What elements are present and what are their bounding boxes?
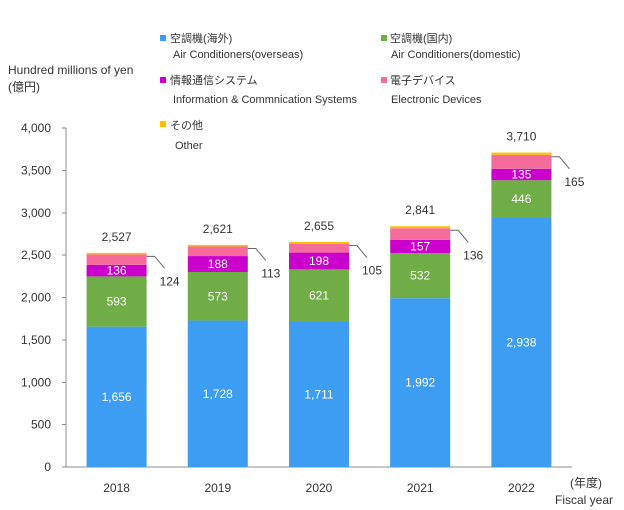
y-tick-label-500: 500 (31, 418, 51, 432)
bar-air-conditioners-overseas-2019 (187, 320, 248, 467)
bar-other-2022 (491, 152, 552, 155)
callout-leader-electronic-devices-2018 (146, 255, 165, 269)
y-tick-label-2000: 2,000 (21, 291, 51, 305)
bar-electronic-devices-2022 (491, 154, 552, 169)
data-label-information-commnication-systems-2020: 198 (309, 254, 329, 268)
y-axis-label: Hundred millions of yen (8, 63, 133, 77)
legend-item-other: その他 Other (160, 119, 203, 152)
callout-leader-electronic-devices-2019 (247, 247, 267, 261)
y-axis-unit: (億円) (8, 80, 40, 94)
bar-air-conditioners-domestic-2018 (86, 276, 147, 327)
legend-item-electronic-devices: 電子デバイス Electronic Devices (381, 73, 482, 106)
data-label-information-commnication-systems-2022: 135 (511, 167, 531, 181)
data-label-air-conditioners-domestic-2022: 446 (511, 192, 531, 206)
bar-other-2020 (289, 241, 349, 244)
y-tick-label-0: 0 (44, 460, 51, 474)
y-tick-label-2500: 2,500 (21, 248, 51, 262)
x-tick-label-2022: 2022 (508, 481, 535, 495)
legend-swatch (381, 35, 387, 41)
bar-air-conditioners-domestic-2021 (390, 253, 451, 299)
bar-information-commnication-systems-2021 (390, 239, 451, 254)
x-tick-label-2019: 2019 (204, 481, 231, 495)
bar-electronic-devices-2019 (187, 246, 248, 257)
data-label-electronic-devices-2022: 165 (564, 175, 584, 189)
total-label-2019: 2,621 (203, 222, 233, 236)
legend-label-en: Other (175, 140, 203, 152)
bar-information-commnication-systems-2020 (289, 252, 349, 270)
bar-electronic-devices-2018 (86, 254, 147, 265)
legend-item-air-conditioners-overseas: 空調機(海外) Air Conditioners(overseas) (160, 31, 303, 61)
y-tick-label-1500: 1,500 (21, 333, 51, 347)
y-tick-label-3500: 3,500 (21, 163, 51, 177)
bar-electronic-devices-2020 (289, 243, 349, 253)
data-label-air-conditioners-overseas-2018: 1,656 (102, 390, 132, 404)
y-tick-label-1000: 1,000 (21, 375, 51, 389)
legend-swatch (160, 35, 166, 41)
legend-swatch (160, 77, 166, 83)
bar-air-conditioners-domestic-2022 (491, 180, 552, 219)
bar-air-conditioners-overseas-2021 (390, 298, 451, 467)
legend-label-jp: 情報通信システム (170, 74, 258, 87)
total-label-2022: 3,710 (506, 130, 536, 144)
y-tick-label-3000: 3,000 (21, 206, 51, 220)
legend-label-en: Air Conditioners(domestic) (391, 49, 521, 61)
data-label-air-conditioners-domestic-2020: 621 (309, 289, 329, 303)
bar-information-commnication-systems-2019 (187, 256, 248, 272)
legend-item-air-conditioners-domestic: 空調機(国内) Air Conditioners(domestic) (381, 31, 521, 61)
x-tick-label-2020: 2020 (306, 481, 333, 495)
legend-item-information-communication-systems: 情報通信システム Information & Commnication Syst… (160, 74, 358, 106)
data-label-air-conditioners-domestic-2019: 573 (208, 289, 228, 303)
data-label-air-conditioners-domestic-2021: 532 (410, 269, 430, 283)
bar-other-2018 (86, 252, 147, 255)
bar-air-conditioners-domestic-2020 (289, 269, 349, 322)
bar-other-2021 (390, 226, 451, 229)
bar-air-conditioners-overseas-2022 (491, 218, 552, 467)
data-label-air-conditioners-overseas-2021: 1,992 (405, 376, 435, 390)
callout-leader-electronic-devices-2020 (349, 245, 368, 259)
data-label-electronic-devices-2019: 113 (261, 266, 280, 280)
total-label-2021: 2,841 (405, 203, 435, 217)
x-axis-unit: (年度) (570, 475, 602, 490)
legend-swatch (160, 121, 166, 127)
legend-label-en: Air Conditioners(overseas) (173, 49, 303, 61)
bar-air-conditioners-domestic-2019 (187, 271, 248, 321)
legend-label-jp: 空調機(海外) (170, 31, 232, 45)
x-tick-label-2021: 2021 (407, 481, 434, 495)
data-label-information-commnication-systems-2021: 157 (410, 239, 430, 253)
bar-information-commnication-systems-2022 (491, 168, 552, 181)
y-tick-label-4000: 4,000 (21, 121, 51, 135)
legend-label-jp: 電子デバイス (390, 73, 456, 87)
legend-label-jp: その他 (170, 119, 203, 132)
legend-label-en: Electronic Devices (391, 94, 482, 106)
data-label-electronic-devices-2021: 136 (463, 248, 483, 262)
bar-air-conditioners-overseas-2020 (289, 321, 349, 467)
bar-electronic-devices-2021 (390, 228, 451, 240)
data-label-electronic-devices-2020: 105 (362, 264, 382, 278)
total-label-2018: 2,527 (102, 230, 132, 244)
data-label-electronic-devices-2018: 124 (160, 274, 180, 288)
data-label-information-commnication-systems-2019: 188 (208, 257, 228, 271)
callout-leader-electronic-devices-2022 (551, 156, 570, 170)
callout-leader-electronic-devices-2021 (450, 229, 469, 243)
data-label-air-conditioners-domestic-2018: 593 (107, 295, 127, 309)
bar-information-commnication-systems-2018 (86, 264, 147, 277)
data-label-air-conditioners-overseas-2020: 1,711 (304, 387, 333, 401)
total-label-2020: 2,655 (304, 219, 334, 233)
plot-area: 0 500 1,000 1,500 2,000 2,500 3,000 3,500 4,000 2… (21, 121, 585, 495)
legend-label-en: Information & Commnication Systems (173, 94, 358, 106)
bar-air-conditioners-overseas-2018 (86, 326, 147, 467)
x-axis-label: Fiscal year (555, 493, 613, 507)
legend-swatch (381, 77, 387, 83)
data-label-information-commnication-systems-2018: 136 (107, 264, 127, 278)
bar-other-2019 (187, 244, 248, 247)
data-label-air-conditioners-overseas-2022: 2,938 (506, 336, 536, 350)
x-tick-label-2018: 2018 (103, 481, 130, 495)
legend-label-jp: 空調機(国内) (390, 31, 452, 45)
legend: 空調機(海外) Air Conditioners(overseas) 空調機(国… (160, 31, 521, 152)
data-label-air-conditioners-overseas-2019: 1,728 (203, 387, 233, 401)
